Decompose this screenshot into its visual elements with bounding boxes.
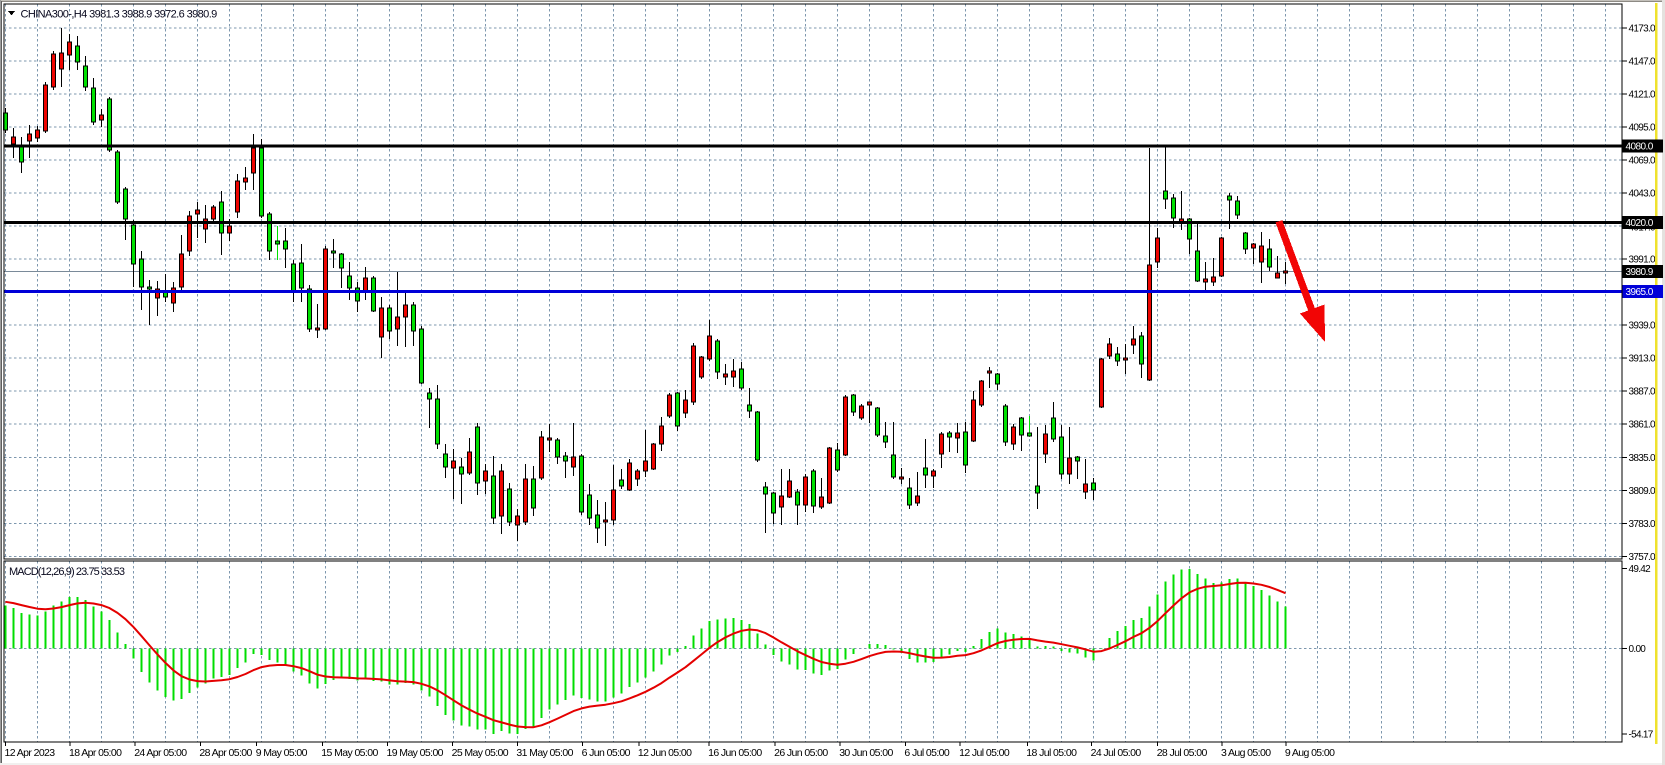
svg-text:4020.0: 4020.0 bbox=[1626, 218, 1654, 229]
svg-text:6 Jun 05:00: 6 Jun 05:00 bbox=[582, 747, 631, 759]
svg-text:12 Apr 2023: 12 Apr 2023 bbox=[5, 747, 56, 759]
svg-text:31 May 05:00: 31 May 05:00 bbox=[516, 747, 573, 759]
svg-text:4043.0: 4043.0 bbox=[1629, 189, 1657, 200]
svg-text:28 Apr 05:00: 28 Apr 05:00 bbox=[199, 747, 252, 759]
svg-text:12 Jun 05:00: 12 Jun 05:00 bbox=[638, 747, 692, 759]
svg-text:3913.0: 3913.0 bbox=[1629, 354, 1657, 365]
svg-text:9 Aug 05:00: 9 Aug 05:00 bbox=[1285, 747, 1335, 759]
svg-text:3965.0: 3965.0 bbox=[1626, 287, 1654, 298]
svg-text:28 Jul 05:00: 28 Jul 05:00 bbox=[1157, 747, 1208, 759]
svg-text:0.00: 0.00 bbox=[1629, 644, 1647, 655]
svg-text:3939.0: 3939.0 bbox=[1629, 321, 1657, 332]
svg-text:-54.17: -54.17 bbox=[1629, 730, 1654, 741]
svg-text:4080.0: 4080.0 bbox=[1626, 142, 1654, 153]
svg-text:3980.9: 3980.9 bbox=[1626, 267, 1654, 278]
svg-text:4069.0: 4069.0 bbox=[1629, 155, 1657, 166]
svg-text:3757.0: 3757.0 bbox=[1629, 552, 1657, 563]
svg-text:24 Apr 05:00: 24 Apr 05:00 bbox=[134, 747, 187, 759]
svg-text:4121.0: 4121.0 bbox=[1629, 89, 1657, 100]
svg-text:26 Jun 05:00: 26 Jun 05:00 bbox=[774, 747, 828, 759]
svg-text:15 May 05:00: 15 May 05:00 bbox=[321, 747, 378, 759]
svg-text:24 Jul 05:00: 24 Jul 05:00 bbox=[1091, 747, 1142, 759]
svg-text:MACD(12,26,9) 23.75 33.53: MACD(12,26,9) 23.75 33.53 bbox=[9, 566, 125, 578]
svg-text:4173.0: 4173.0 bbox=[1629, 23, 1657, 34]
svg-text:3809.0: 3809.0 bbox=[1629, 486, 1657, 497]
svg-text:6 Jul 05:00: 6 Jul 05:00 bbox=[904, 747, 950, 759]
svg-text:3991.0: 3991.0 bbox=[1629, 255, 1657, 266]
svg-text:9 May 05:00: 9 May 05:00 bbox=[256, 747, 308, 759]
svg-text:3783.0: 3783.0 bbox=[1629, 519, 1657, 530]
svg-text:16 Jun 05:00: 16 Jun 05:00 bbox=[708, 747, 762, 759]
svg-text:18 Apr 05:00: 18 Apr 05:00 bbox=[69, 747, 122, 759]
svg-text:4095.0: 4095.0 bbox=[1629, 122, 1657, 133]
svg-text:30 Jun 05:00: 30 Jun 05:00 bbox=[839, 747, 893, 759]
svg-text:3887.0: 3887.0 bbox=[1629, 387, 1657, 398]
svg-text:18 Jul 05:00: 18 Jul 05:00 bbox=[1026, 747, 1077, 759]
svg-text:12 Jul 05:00: 12 Jul 05:00 bbox=[959, 747, 1010, 759]
svg-text:4147.0: 4147.0 bbox=[1629, 56, 1657, 67]
svg-text:3835.0: 3835.0 bbox=[1629, 453, 1657, 464]
svg-text:49.42: 49.42 bbox=[1629, 564, 1652, 575]
svg-text:3861.0: 3861.0 bbox=[1629, 420, 1657, 431]
svg-text:3 Aug 05:00: 3 Aug 05:00 bbox=[1221, 747, 1271, 759]
svg-text:CHINA300-,H4 3981.3 3988.9 39: CHINA300-,H4 3981.3 3988.9 3972.6 3980.9 bbox=[21, 8, 218, 20]
svg-text:19 May 05:00: 19 May 05:00 bbox=[387, 747, 444, 759]
svg-text:25 May 05:00: 25 May 05:00 bbox=[452, 747, 509, 759]
